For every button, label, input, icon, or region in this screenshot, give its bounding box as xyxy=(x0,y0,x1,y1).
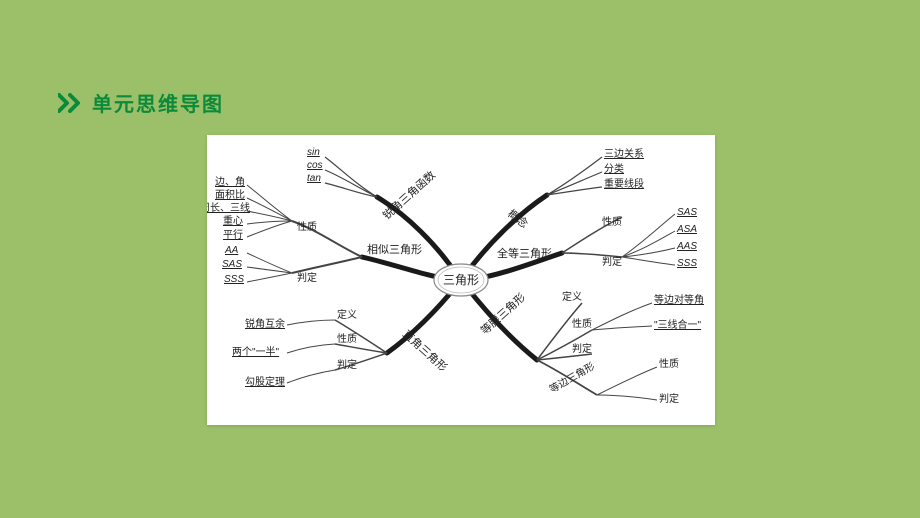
leaf-label: 面积比 xyxy=(215,189,245,201)
leaf-edge xyxy=(325,183,377,197)
leaf-edge xyxy=(547,172,602,195)
leaf-edge xyxy=(287,344,335,353)
leaf-label: 边、角 xyxy=(215,176,245,188)
sub-label: 性质 xyxy=(572,317,592,330)
leaf-label: SSS xyxy=(677,258,697,269)
leaf-label: 三边关系 xyxy=(604,147,644,160)
sub-label: 判定 xyxy=(602,255,622,268)
section-title: 单元思维导图 xyxy=(92,88,224,117)
center-label: 三角形 xyxy=(443,273,479,287)
leaf-edge xyxy=(247,273,292,282)
leaf-label: 平行 xyxy=(223,228,243,241)
leaf-label: 重心 xyxy=(223,214,243,227)
leaf-label: SAS xyxy=(677,207,697,218)
sub-edge xyxy=(292,257,362,273)
leaf-edge xyxy=(622,257,675,265)
leaf-edge xyxy=(325,170,377,197)
sub-label: 定义 xyxy=(337,308,357,321)
sub-label: 判定 xyxy=(572,342,592,355)
leaf-label: 两个"一半" xyxy=(232,345,280,358)
leaf-label: 周长、三线 xyxy=(207,201,250,214)
sub-label: 定义 xyxy=(562,290,582,303)
leaf-label: ASA xyxy=(676,224,697,235)
leaf-label: sin xyxy=(307,147,320,158)
leaf-label: SAS xyxy=(222,259,242,270)
branch-label: 直角三角形 xyxy=(400,327,450,374)
leaf-label: "三线合一" xyxy=(654,318,702,331)
branch-label: 相似三角形 xyxy=(367,243,422,256)
leaf-label: 判定 xyxy=(659,392,679,405)
leaf-label: 分类 xyxy=(604,162,624,175)
leaf-label: tan xyxy=(307,173,321,184)
leaf-edge xyxy=(597,395,657,400)
leaf-edge xyxy=(592,326,652,330)
leaf-label: 勾股定理 xyxy=(245,375,285,388)
section-header: 单元思维导图 xyxy=(58,88,224,117)
sub-label: 判定 xyxy=(337,358,357,371)
sub-label: 性质 xyxy=(297,220,317,233)
leaf-edge xyxy=(287,370,335,383)
leaf-label: 性质 xyxy=(659,357,679,370)
chevron-right-double-icon xyxy=(58,93,84,113)
leaf-label: SSS xyxy=(224,274,244,285)
sub-label: 性质 xyxy=(602,215,622,228)
branch-label: 锐角三角函数 xyxy=(380,168,438,223)
sub-label: 性质 xyxy=(337,332,357,345)
leaf-edge xyxy=(597,367,657,395)
leaf-label: 锐角互余 xyxy=(245,317,285,330)
mindmap-panel: 锐角三角函数 sin cos tan 相似三角形 性质 边、角 面积比 周长、三… xyxy=(207,135,715,425)
leaf-edge xyxy=(325,157,377,197)
leaf-label: 等边对等角 xyxy=(654,293,704,306)
leaf-edge xyxy=(287,320,335,325)
leaf-edge xyxy=(622,248,675,257)
leaf-edge xyxy=(247,198,292,221)
leaf-label: cos xyxy=(307,160,323,171)
leaf-label: AAS xyxy=(676,241,697,252)
leaf-label: AA xyxy=(224,245,239,256)
sub-label: 判定 xyxy=(297,271,317,284)
leaf-edge xyxy=(592,303,652,330)
branch-label: 全等三角形 xyxy=(497,246,552,260)
mindmap-svg: 锐角三角函数 sin cos tan 相似三角形 性质 边、角 面积比 周长、三… xyxy=(207,135,715,425)
leaf-label: 重要线段 xyxy=(604,177,644,190)
